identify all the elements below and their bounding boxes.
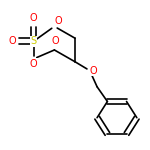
Text: O: O xyxy=(54,16,62,26)
Text: O: O xyxy=(30,14,38,23)
Text: O: O xyxy=(9,36,16,46)
Text: O: O xyxy=(30,59,38,69)
Text: O: O xyxy=(90,66,97,76)
Text: O: O xyxy=(51,36,59,46)
Text: S: S xyxy=(31,36,37,46)
